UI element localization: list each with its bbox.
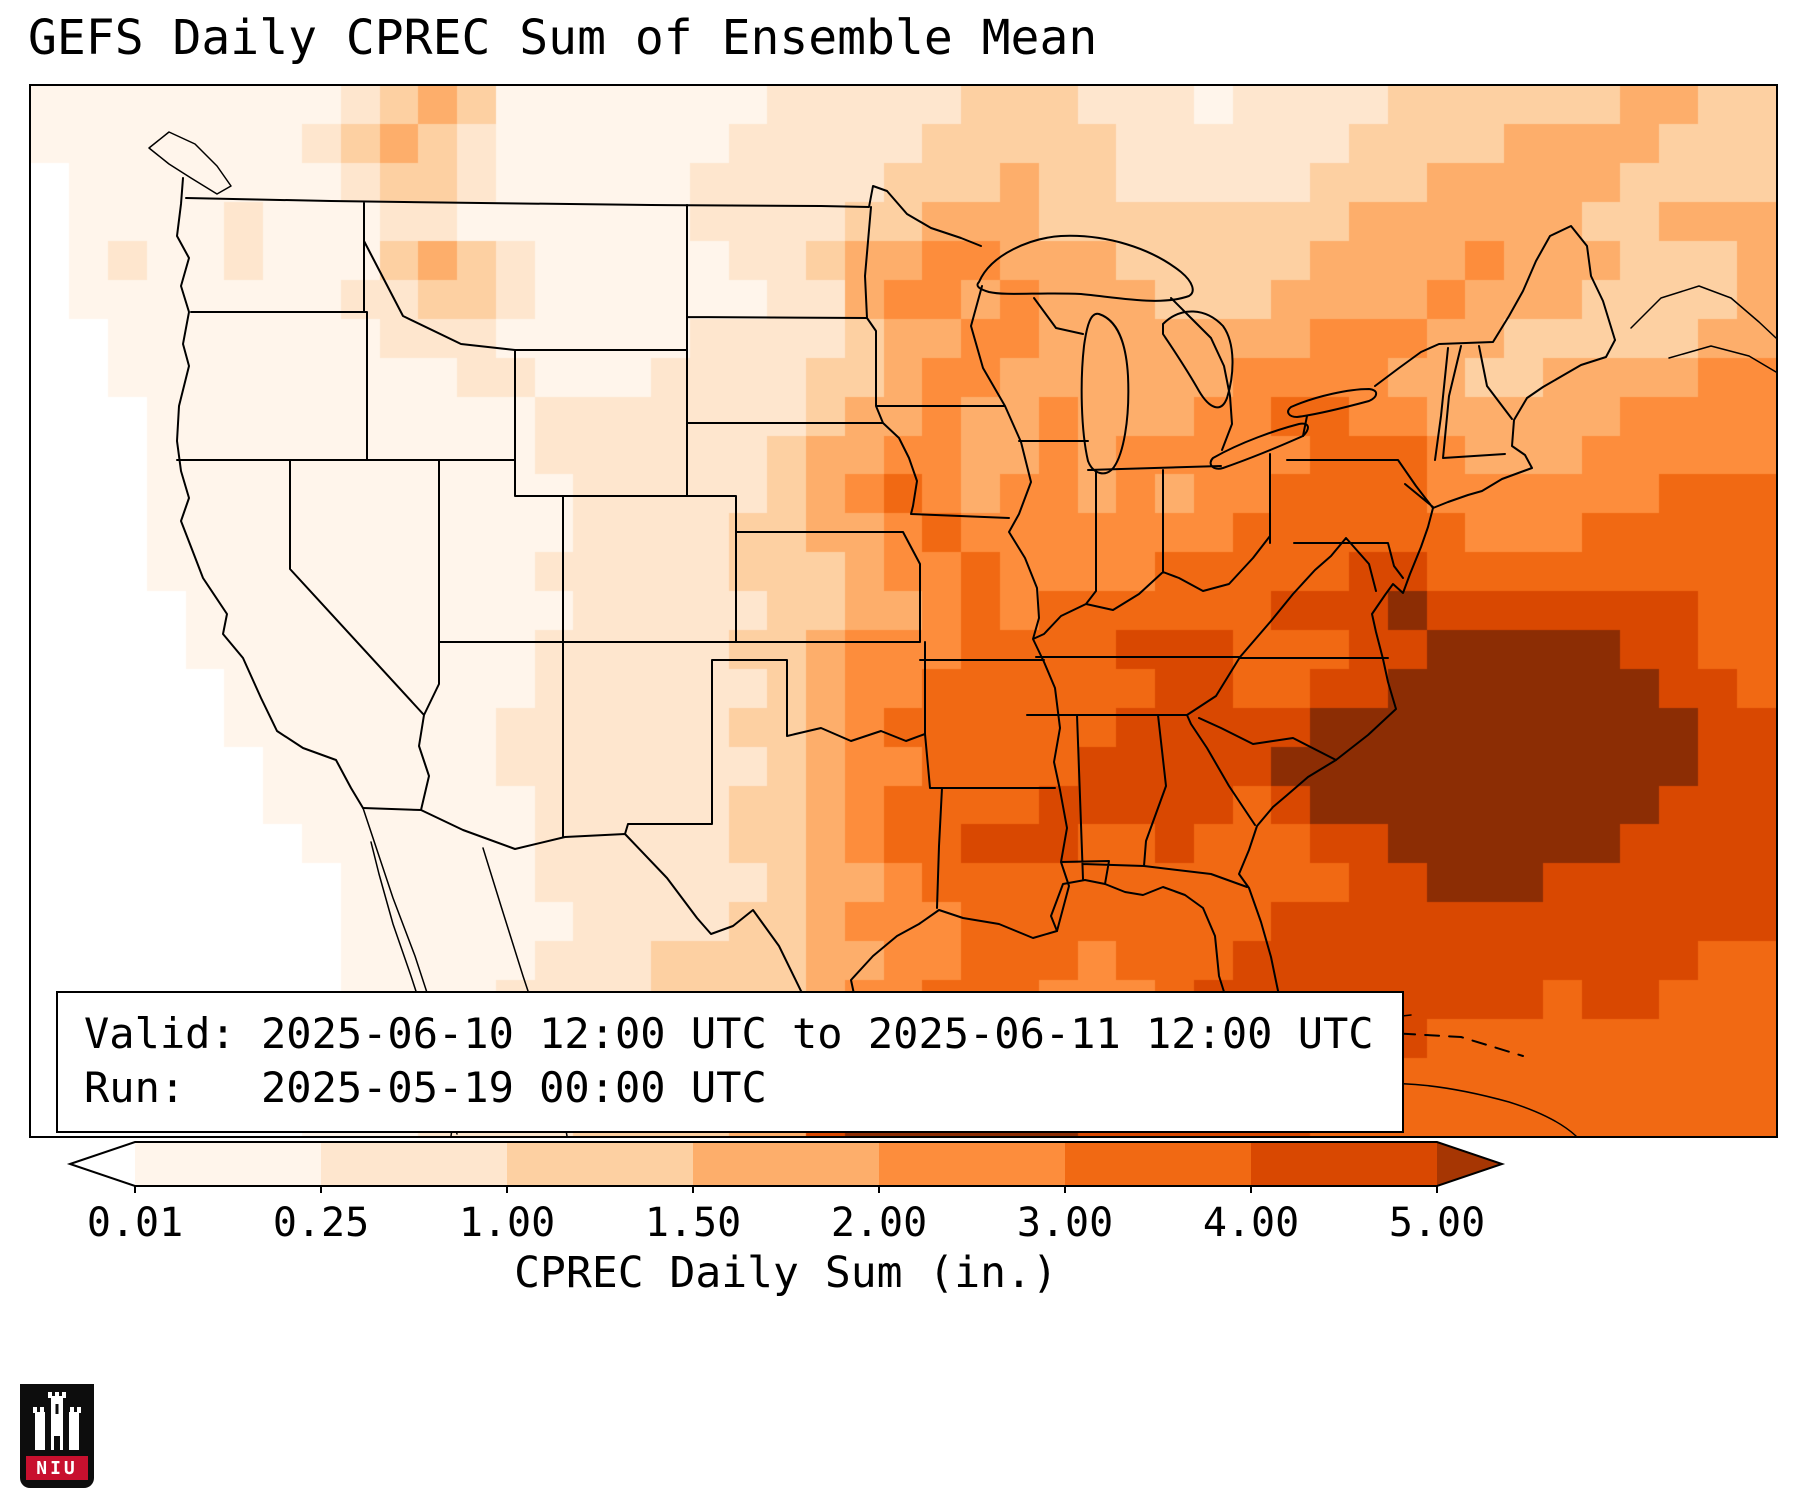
niu-banner-label: NIU [26,1456,88,1480]
maritimes-coastline [1630,285,1776,373]
valid-run-info-box: Valid: 2025-06-10 12:00 UTC to 2025-06-1… [56,991,1404,1133]
us-canada-border [185,185,1616,451]
us-borders-overlay [148,131,1776,1136]
vancouver-island-outline [148,131,232,195]
gulf-atlantic-coastline [850,339,1616,1079]
colorbar-svg: 0.01 0.25 1.00 1.50 2.00 3.00 4.00 5.00 [66,1141,1506,1246]
great-lakes-outline [976,234,1378,475]
colorbar-tick-label: 4.00 [1203,1200,1299,1246]
colorbar-segment [1065,1142,1252,1186]
pacific-coastline [176,177,364,809]
colorbar-tick-label: 0.01 [87,1200,183,1246]
castle-icon [33,1392,81,1450]
colorbar-tick-label: 5.00 [1389,1200,1485,1246]
colorbar-over-arrow [1437,1142,1502,1186]
colorbar-segment [879,1142,1066,1186]
colorbar-under-arrow [70,1142,135,1186]
state-borders [176,202,1513,932]
colorbar-axis-label: CPREC Daily Sum (in.) [514,1248,1058,1298]
colorbar-tick-label: 3.00 [1017,1200,1113,1246]
us-mexico-border [362,807,852,1049]
precip-map: Valid: 2025-06-10 12:00 UTC to 2025-06-1… [29,84,1778,1138]
colorbar-tick-label: 2.00 [831,1200,927,1246]
colorbar-segment [321,1142,508,1186]
colorbar-tick-label: 0.25 [273,1200,369,1246]
precip-heatmap [31,86,1776,1136]
colorbar-segment [693,1142,880,1186]
colorbar: 0.01 0.25 1.00 1.50 2.00 3.00 4.00 5.00 [0,1138,1803,1258]
colorbar-tick-label: 1.50 [645,1200,741,1246]
valid-time-label: Valid: 2025-06-10 12:00 UTC to 2025-06-1… [84,1009,1374,1058]
run-time-label: Run: 2025-05-19 00:00 UTC [84,1063,767,1112]
niu-logo: NIU [20,1384,94,1488]
colorbar-tick-label: 1.00 [459,1200,555,1246]
colorbar-segment [135,1142,322,1186]
page-title: GEFS Daily CPREC Sum of Ensemble Mean [28,10,1098,66]
colorbar-segment [507,1142,694,1186]
colorbar-segment [1251,1142,1438,1186]
